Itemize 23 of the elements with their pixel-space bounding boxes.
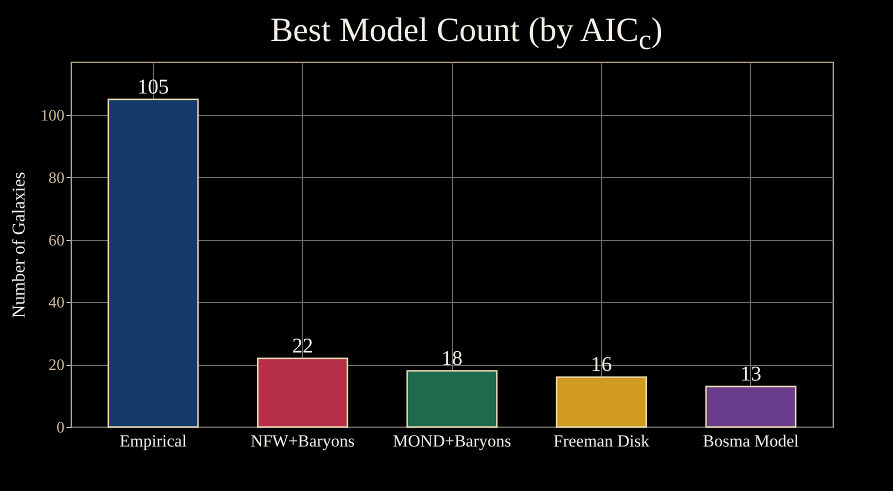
y-tick-label: 40	[48, 294, 64, 312]
data-label: 22	[292, 333, 314, 358]
y-tick-label: 0	[56, 420, 64, 436]
data-label: 16	[590, 352, 612, 376]
x-tick-label: Bosma Model	[702, 432, 800, 450]
x-tick-label: Empirical	[120, 432, 187, 450]
chart-title: Best Model Count (by AIC$_{c}$)	[269, 11, 664, 58]
y-axis-title: Number of Galaxies	[8, 172, 28, 318]
y-tick-label: 100	[40, 108, 64, 125]
y-tick-label: 20	[48, 357, 64, 374]
x-tick-label: NFW+Baryons	[250, 432, 355, 450]
data-label: 13	[740, 361, 762, 386]
y-tick-label: 80	[48, 170, 64, 187]
x-tick-label: MOND+Baryons	[392, 432, 512, 450]
bar	[108, 98, 199, 428]
data-label: 18	[442, 346, 462, 370]
data-label: 105	[137, 74, 169, 98]
bar	[705, 386, 796, 428]
bar	[406, 370, 498, 428]
bar	[257, 358, 348, 428]
bar	[556, 376, 647, 428]
x-tick-label: Freeman Disk	[553, 432, 650, 450]
y-tick-label: 60	[48, 232, 64, 250]
